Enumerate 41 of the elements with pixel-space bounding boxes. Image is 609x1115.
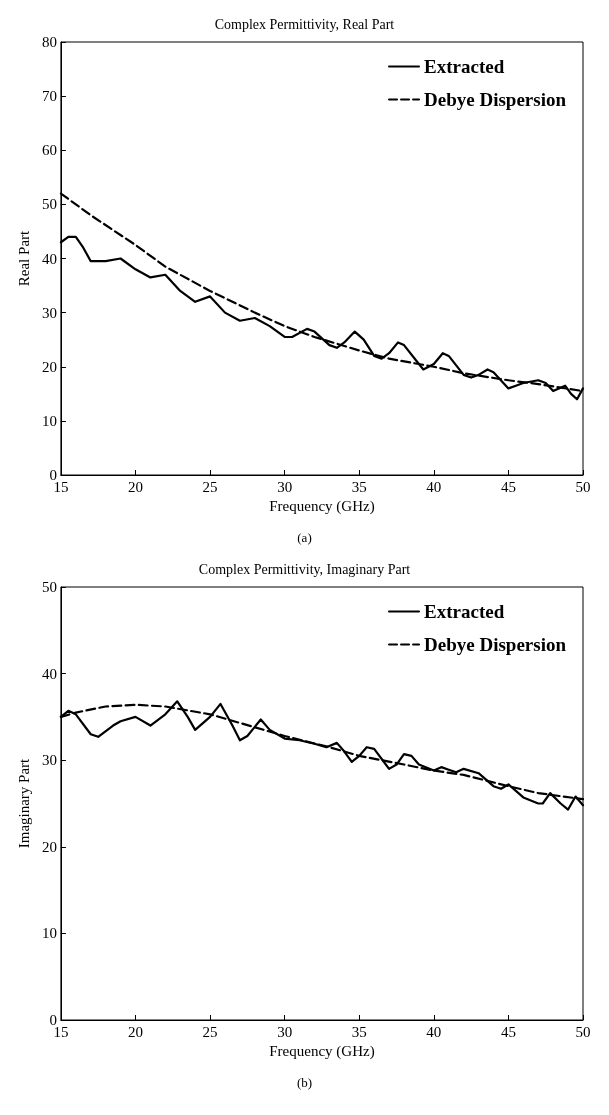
x-tick-label: 30 (277, 1023, 293, 1040)
y-tick-label: 60 (41, 142, 57, 159)
legend-label: Debye Dispersion (424, 634, 567, 655)
y-tick-label: 30 (41, 752, 57, 769)
chart-title: Complex Permittivity, Real Part (214, 16, 395, 32)
legend-label: Debye Dispersion (424, 89, 567, 110)
y-tick-label: 20 (41, 358, 57, 375)
y-tick-label: 40 (41, 665, 57, 682)
x-tick-label: 35 (351, 478, 367, 495)
y-tick-label: 20 (41, 838, 57, 855)
legend-label: Extracted (424, 601, 505, 622)
x-tick-label: 45 (500, 1023, 516, 1040)
x-tick-label: 50 (575, 478, 591, 495)
x-tick-label: 20 (127, 478, 143, 495)
x-axis-title: Frequency (GHz) (269, 1043, 375, 1061)
y-tick-label: 30 (41, 304, 57, 321)
y-tick-label: 0 (49, 467, 57, 483)
y-axis-title: Imaginary Part (15, 757, 32, 849)
y-tick-label: 80 (41, 34, 57, 50)
x-tick-label: 25 (202, 478, 218, 495)
text: (a) (297, 530, 312, 545)
y-tick-label: 10 (41, 925, 57, 942)
y-tick-label: 40 (41, 250, 57, 267)
y-axis-title: Real Part (15, 229, 32, 287)
text: (b) (296, 1075, 313, 1090)
x-tick-label: 20 (127, 1023, 143, 1040)
x-tick-label: 30 (277, 478, 293, 495)
x-tick-label: 40 (426, 478, 442, 495)
y-tick-label: 10 (41, 412, 57, 429)
x-tick-label: 45 (500, 478, 516, 495)
x-tick-label: 50 (575, 1023, 591, 1040)
chart-title: Complex Permittivity, Imaginary Part (198, 561, 411, 577)
y-tick-label: 50 (41, 196, 57, 213)
x-tick-label: 35 (351, 1023, 367, 1040)
y-tick-label: 70 (41, 88, 57, 105)
x-tick-label: 25 (202, 1023, 218, 1040)
x-tick-label: 40 (426, 1023, 442, 1040)
y-tick-label: 50 (41, 579, 57, 595)
x-axis-title: Frequency (GHz) (269, 498, 375, 516)
legend-label: Extracted (424, 56, 505, 77)
y-tick-label: 0 (49, 1012, 57, 1028)
